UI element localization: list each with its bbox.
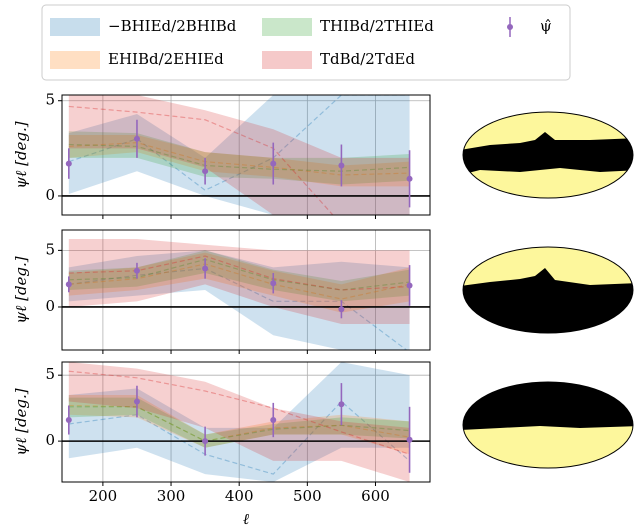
legend-marker bbox=[507, 24, 513, 30]
y-tick-label: 0 bbox=[45, 431, 55, 449]
dashed-line bbox=[68, 404, 410, 442]
sky-mask bbox=[463, 247, 633, 333]
y-axis-label: ψℓ [deg.] bbox=[12, 256, 30, 323]
point bbox=[65, 281, 72, 288]
plot-area bbox=[62, 230, 430, 350]
x-tick-label: 600 bbox=[361, 487, 390, 505]
band bbox=[68, 397, 410, 448]
sky-mask bbox=[463, 382, 633, 468]
band bbox=[68, 252, 410, 313]
band bbox=[68, 131, 410, 185]
y-tick-label: 5 bbox=[45, 91, 55, 109]
sky-outline bbox=[462, 381, 634, 469]
dashed-line bbox=[68, 267, 408, 350]
point bbox=[406, 436, 413, 443]
band bbox=[68, 95, 410, 215]
dashed-line bbox=[68, 263, 410, 300]
y-tick-label: 0 bbox=[45, 186, 55, 204]
band bbox=[68, 250, 410, 302]
legend-label: EHIBd/2EHIEd bbox=[108, 50, 224, 68]
legend-label: ψ̂ bbox=[540, 17, 552, 35]
point bbox=[338, 401, 345, 408]
y-axis-label: ψℓ [deg.] bbox=[12, 388, 30, 455]
sky-outline bbox=[462, 111, 634, 199]
y-axis-label: ψℓ [deg.] bbox=[12, 121, 30, 188]
x-axis-label: ℓ bbox=[243, 510, 249, 528]
band bbox=[68, 239, 410, 324]
sky-outline bbox=[462, 246, 634, 334]
x-tick-label: 500 bbox=[293, 487, 322, 505]
dashed-line bbox=[68, 258, 410, 291]
band bbox=[68, 362, 410, 482]
x-tick-label: 300 bbox=[157, 487, 186, 505]
legend-label: THIBd/2THIEd bbox=[320, 17, 434, 35]
axes-frame bbox=[61, 361, 431, 483]
point bbox=[338, 306, 345, 313]
sky-mask bbox=[463, 112, 633, 198]
dashed-line bbox=[68, 406, 410, 442]
axes-frame bbox=[61, 229, 431, 351]
point bbox=[406, 282, 413, 289]
x-tick-label: 400 bbox=[225, 487, 254, 505]
point bbox=[133, 398, 140, 405]
legend-box bbox=[41, 4, 571, 81]
point bbox=[338, 162, 345, 169]
band bbox=[68, 95, 410, 215]
legend-swatch bbox=[262, 51, 312, 69]
y-tick-label: 5 bbox=[45, 365, 55, 383]
legend-swatch bbox=[50, 51, 100, 69]
plot-area bbox=[62, 95, 430, 215]
legend-swatch bbox=[50, 18, 100, 36]
dashed-line bbox=[68, 143, 410, 172]
y-tick-label: 5 bbox=[45, 240, 55, 258]
dashed-line bbox=[68, 95, 410, 191]
axes-frame bbox=[61, 94, 431, 216]
band bbox=[68, 250, 410, 350]
y-tick-label: 0 bbox=[45, 297, 55, 315]
point bbox=[202, 265, 209, 272]
band bbox=[68, 362, 410, 482]
plot-area bbox=[62, 362, 430, 482]
legend-label: TdBd/2TdEd bbox=[320, 50, 415, 68]
point bbox=[270, 280, 277, 287]
legend-label: −BHIEd/2BHIBd bbox=[108, 17, 237, 35]
dashed-line bbox=[68, 400, 410, 475]
point bbox=[65, 417, 72, 424]
band bbox=[68, 394, 410, 455]
point bbox=[133, 267, 140, 274]
point bbox=[202, 168, 209, 175]
band bbox=[68, 135, 410, 187]
point bbox=[65, 160, 72, 167]
dashed-line bbox=[68, 370, 410, 455]
point bbox=[270, 417, 277, 424]
dashed-line bbox=[68, 105, 334, 215]
legend-swatch bbox=[262, 18, 312, 36]
dashed-line bbox=[68, 142, 410, 176]
point bbox=[202, 438, 209, 445]
point bbox=[133, 135, 140, 142]
dashed-line bbox=[68, 255, 410, 291]
x-tick-label: 200 bbox=[89, 487, 118, 505]
point bbox=[406, 175, 413, 182]
point bbox=[270, 160, 277, 167]
